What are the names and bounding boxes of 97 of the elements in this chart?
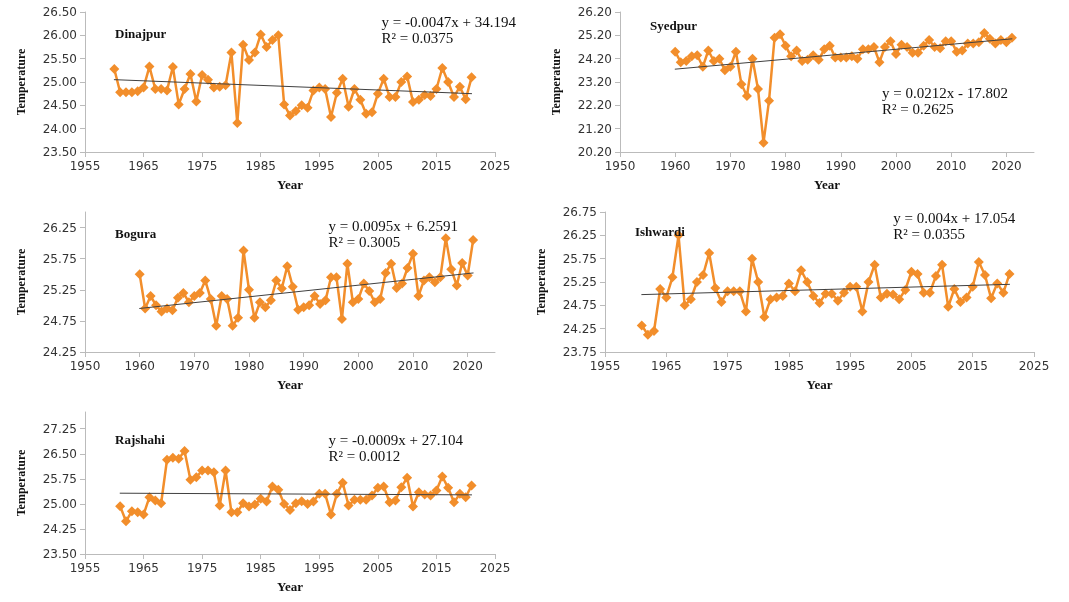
x-axis-title: Year <box>806 377 833 392</box>
annotation: R² = 0.0012 <box>328 447 401 464</box>
x-tick-label: 1955 <box>69 159 101 173</box>
y-tick-label: 23.20 <box>577 75 612 89</box>
x-axis-title: Year <box>277 177 304 192</box>
x-tick-label: 2020 <box>991 159 1022 173</box>
x-tick-label: 1960 <box>124 359 155 373</box>
y-tick-label: 25.75 <box>42 471 77 486</box>
y-tick-label: 26.20 <box>577 5 612 19</box>
x-tick-label: 1980 <box>770 159 801 173</box>
x-tick-label: 2000 <box>343 359 374 373</box>
y-tick-label: 24.20 <box>577 51 612 66</box>
y-tick-label: 25.50 <box>42 51 77 66</box>
y-tick-label: 25.00 <box>42 496 77 511</box>
x-tick-label: 1995 <box>304 159 335 173</box>
x-tick-label: 1985 <box>245 159 276 173</box>
y-tick-label: 24.00 <box>42 121 77 136</box>
x-tick-label: 1970 <box>715 159 746 173</box>
y-tick-label: 25.75 <box>42 251 77 266</box>
annotation: R² = 0.2625 <box>882 100 954 117</box>
x-axis-title: Year <box>277 579 304 594</box>
x-tick-label: 1950 <box>69 359 101 373</box>
y-tick-label: 25.20 <box>577 28 612 43</box>
y-axis-title: Temperature <box>14 248 28 316</box>
y-tick-label: 26.25 <box>562 228 597 243</box>
y-tick-label: 22.20 <box>577 98 612 113</box>
text: Rajshahi <box>115 432 166 447</box>
y-axis-title: Temperature <box>14 48 28 116</box>
x-tick-label: 2025 <box>479 159 511 173</box>
annotation: y = -0.0009x + 27.104 <box>328 431 464 448</box>
annotation: R² = 0.0355 <box>893 225 966 242</box>
x-tick-label: 1965 <box>128 561 159 575</box>
x-tick-label: 1985 <box>773 359 805 373</box>
x-tick-label: 1975 <box>186 159 218 173</box>
y-tick-label: 24.25 <box>42 345 77 359</box>
x-tick-label: 1965 <box>651 359 682 373</box>
annotation: y = 0.0212x - 17.802 <box>882 84 1009 101</box>
y-tick-label: 26.25 <box>42 220 77 235</box>
y-axis-title: Temperature <box>549 48 563 116</box>
x-tick-label: 2015 <box>421 159 452 173</box>
y-tick-label: 25.75 <box>562 251 597 266</box>
annotation: R² = 0.3005 <box>328 233 401 250</box>
annotation: y = -0.0047x + 34.194 <box>381 13 517 30</box>
text: Dinajpur <box>115 26 167 41</box>
text: Ishwardi <box>635 224 686 239</box>
y-tick-label: 25.00 <box>42 75 77 89</box>
y-tick-label: 24.75 <box>562 298 597 313</box>
y-tick-label: 23.50 <box>42 547 77 561</box>
x-tick-label: 2015 <box>421 561 452 575</box>
y-tick-label: 23.50 <box>42 145 77 159</box>
y-tick-label: 26.75 <box>562 205 597 219</box>
x-tick-label: 1990 <box>288 359 319 373</box>
x-tick-label: 1975 <box>712 359 743 373</box>
x-tick-label: 1965 <box>128 159 159 173</box>
x-tick-label: 2020 <box>452 359 483 373</box>
x-tick-label: 1995 <box>304 561 335 575</box>
x-tick-label: 2005 <box>896 359 927 373</box>
y-tick-label: 23.75 <box>562 345 597 359</box>
y-tick-label: 25.25 <box>562 275 597 289</box>
x-tick-label: 1960 <box>659 159 691 173</box>
x-tick-label: 1975 <box>186 561 218 575</box>
text: Syedpur <box>650 18 698 33</box>
x-tick-label: 2000 <box>880 159 912 173</box>
x-tick-label: 1985 <box>245 561 276 575</box>
x-tick-label: 2005 <box>362 561 394 575</box>
annotation: y = 0.0095x + 6.2591 <box>328 217 459 234</box>
x-axis-title: Year <box>277 377 304 392</box>
y-tick-label: 24.50 <box>42 98 77 113</box>
x-tick-label: 1950 <box>604 159 636 173</box>
x-tick-label: 2010 <box>935 159 967 173</box>
y-tick-label: 25.25 <box>42 282 77 297</box>
y-tick-label: 27.25 <box>42 421 77 436</box>
annotation: y = 0.004x + 17.054 <box>893 209 1016 226</box>
x-tick-label: 1970 <box>179 359 210 373</box>
y-tick-label: 26.00 <box>42 28 77 43</box>
x-axis-title: Year <box>814 177 841 192</box>
y-tick-label: 21.20 <box>577 121 612 136</box>
x-tick-label: 2025 <box>479 561 511 575</box>
x-tick-label: 2025 <box>1018 359 1050 373</box>
y-tick-label: 24.75 <box>42 313 77 328</box>
y-tick-label: 26.50 <box>42 5 77 19</box>
annotation: R² = 0.0375 <box>381 29 454 46</box>
x-tick-label: 1990 <box>825 159 857 173</box>
y-tick-label: 26.50 <box>42 446 77 461</box>
y-axis-title: Temperature <box>534 248 548 316</box>
y-tick-label: 24.25 <box>42 521 77 536</box>
x-tick-label: 1955 <box>69 561 101 575</box>
text: Bogura <box>115 226 157 241</box>
x-tick-label: 2015 <box>957 359 988 373</box>
x-tick-label: 2005 <box>362 159 394 173</box>
y-tick-label: 20.20 <box>577 145 612 159</box>
x-tick-label: 2010 <box>397 359 429 373</box>
y-axis-title: Temperature <box>14 449 28 517</box>
x-tick-label: 1995 <box>834 359 866 373</box>
x-tick-label: 1955 <box>589 359 621 373</box>
y-tick-label: 24.25 <box>562 321 597 336</box>
x-tick-label: 1980 <box>233 359 265 373</box>
